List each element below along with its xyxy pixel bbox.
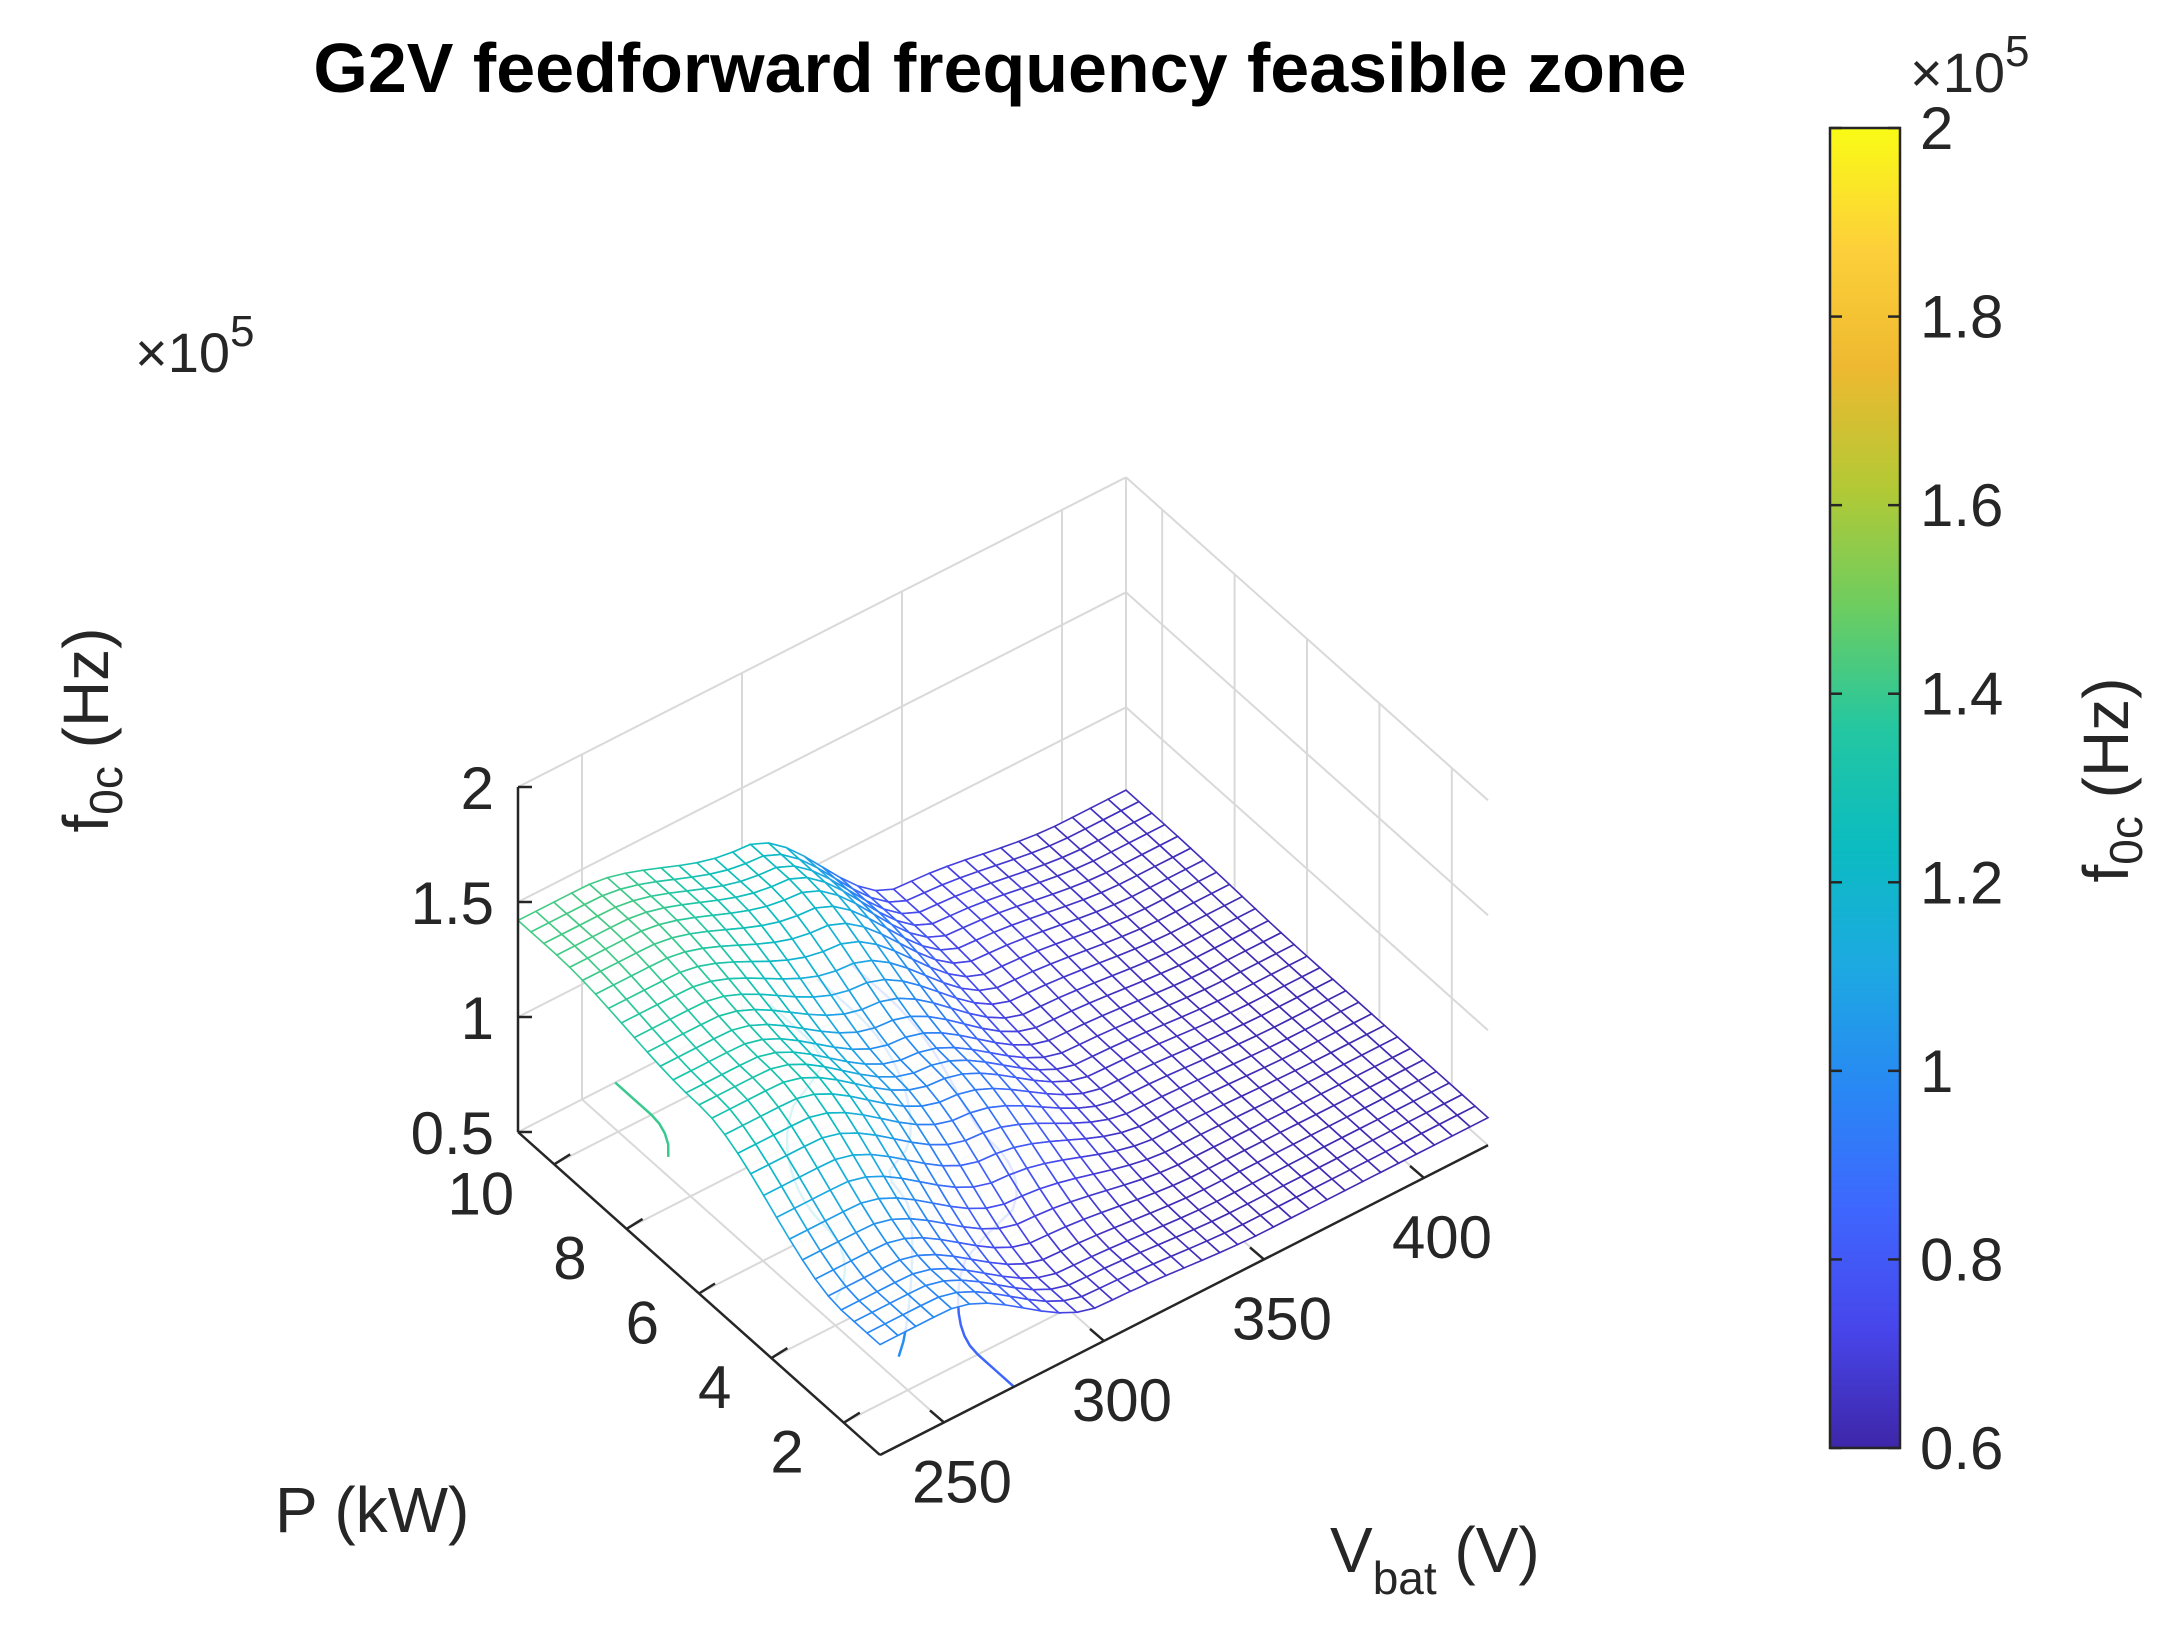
back-wall-grid-line	[517, 476, 1127, 788]
y-tick-mark	[553, 1153, 571, 1166]
y-tick-label: 6	[626, 1290, 659, 1357]
side-wall-grid-line	[1125, 706, 1489, 1032]
z-axis-exponent: ×105	[135, 307, 254, 384]
z-tick-label: 1.5	[411, 870, 494, 937]
x-tick-mark	[929, 1409, 945, 1424]
y-tick-mark	[625, 1217, 644, 1230]
x-tick-label: 350	[1232, 1285, 1332, 1352]
colorbar: 0.6 0.8 1 1.2 1.4 1.6 1.8 2	[1828, 95, 2003, 1482]
chart-title: G2V feedforward frequency feasible zone	[313, 29, 1686, 107]
z-axis-label: f0c (Hz)	[50, 628, 132, 833]
y-axis-label: P (kW)	[275, 1474, 469, 1546]
x-tick-mark	[1249, 1246, 1265, 1261]
side-wall-grid-line	[1125, 476, 1489, 802]
y-tick-label: 8	[553, 1225, 586, 1292]
y-tick-mark	[770, 1347, 789, 1360]
x-tick-label: 400	[1392, 1204, 1492, 1271]
y-tick-label: 10	[447, 1160, 514, 1227]
colorbar-tick-label: 1.4	[1920, 661, 2003, 728]
colorbar-tick-label: 1.2	[1920, 849, 2003, 916]
colorbar-exponent: ×105	[1910, 27, 2029, 104]
colorbar-gradient	[1828, 126, 1902, 1450]
z-tick-label: 1	[461, 985, 494, 1052]
x-tick-mark	[1089, 1327, 1105, 1342]
z-tick-label: 2	[461, 755, 494, 822]
axes-lines	[516, 785, 1489, 1457]
y-tick-mark	[843, 1411, 861, 1424]
x-tick-label: 300	[1072, 1367, 1172, 1434]
y-tick-label: 2	[770, 1419, 803, 1486]
surface-cell	[865, 1322, 900, 1346]
back-wall-grid-line	[517, 591, 1127, 903]
y-tick-label: 4	[698, 1354, 731, 1421]
y-tick-mark	[698, 1282, 716, 1295]
colorbar-tick-label: 1.8	[1920, 284, 2003, 351]
colorbar-tick-label: 0.8	[1920, 1226, 2003, 1293]
colorbar-tick-label: 1.6	[1920, 472, 2003, 539]
side-wall-grid-line	[1125, 591, 1489, 917]
colorbar-tick-label: 1	[1920, 1038, 1953, 1105]
x-tick-mark	[1409, 1164, 1425, 1179]
z-tick-label: 0.5	[411, 1100, 494, 1167]
colorbar-tick-label: 0.6	[1920, 1415, 2003, 1482]
contour-line	[614, 1081, 670, 1157]
surface-mesh	[516, 789, 1490, 1346]
colorbar-label: f0c (Hz)	[2070, 678, 2152, 883]
x-axis-label: Vbat (V)	[1330, 1514, 1540, 1604]
x-tick-label: 250	[912, 1448, 1012, 1515]
x-axis-line	[879, 1144, 1489, 1457]
colorbar-tick-label: 2	[1920, 95, 1953, 162]
